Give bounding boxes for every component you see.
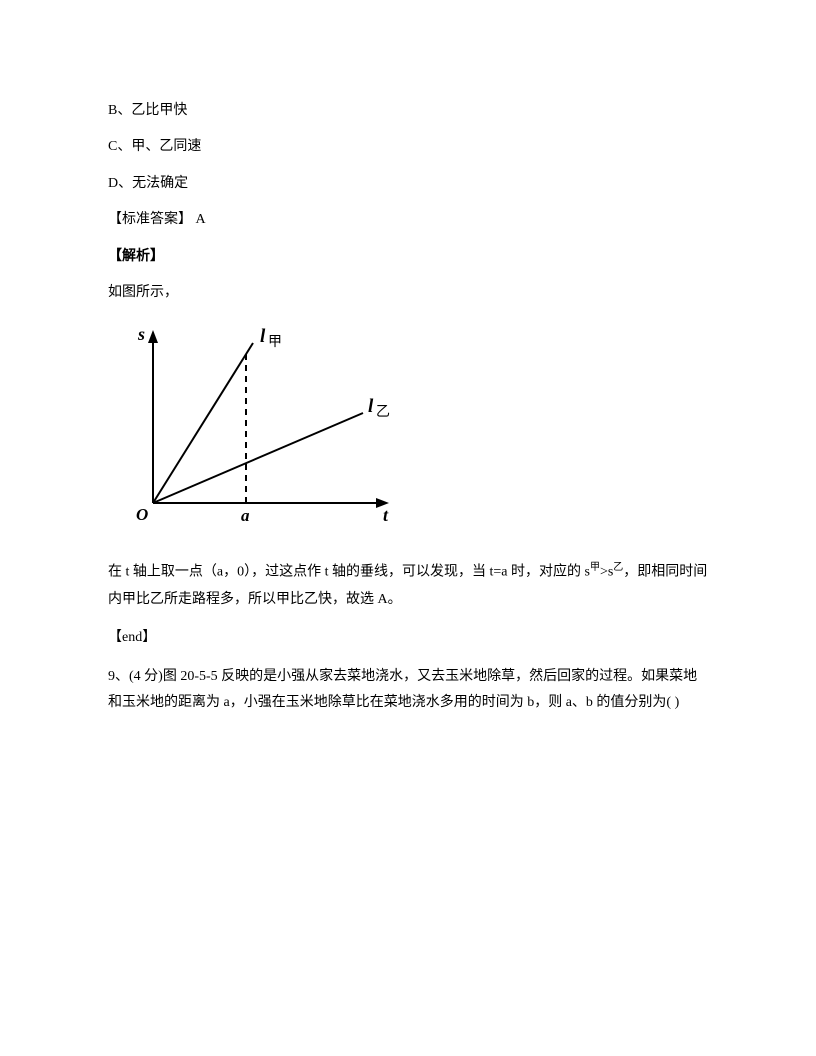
explanation-text: 在 t 轴上取一点（a，0），过这点作 t 轴的垂线，可以发现，当 t=a 时，… <box>108 558 708 613</box>
analysis-label: 【解析】 <box>108 246 708 268</box>
option-d: D、无法确定 <box>108 173 708 195</box>
svg-text:乙: 乙 <box>376 404 390 420</box>
analysis-intro: 如图所示， <box>108 282 708 304</box>
distance-time-graph: stOal甲l乙 <box>118 318 408 538</box>
svg-text:t: t <box>383 505 389 525</box>
svg-text:a: a <box>241 506 250 525</box>
sup-jia: 甲 <box>590 562 600 573</box>
svg-text:甲: 甲 <box>268 335 282 350</box>
explanation-p1: 在 t 轴上取一点（a，0），过这点作 t 轴的垂线，可以发现，当 t=a 时，… <box>108 565 590 580</box>
sup-yi: 乙 <box>613 562 623 573</box>
svg-text:l: l <box>368 396 374 417</box>
answer-label: 【标准答案】 A <box>108 209 708 231</box>
end-label: 【end】 <box>108 627 708 649</box>
svg-text:s: s <box>137 324 145 344</box>
svg-text:l: l <box>260 326 266 347</box>
question-9: 9、(4 分)图 20-5-5 反映的是小强从家去菜地浇水，又去玉米地除草，然后… <box>108 664 708 717</box>
option-b: B、乙比甲快 <box>108 100 708 122</box>
graph-svg: stOal甲l乙 <box>118 318 408 538</box>
explanation-mid: >s <box>600 565 613 580</box>
option-c: C、甲、乙同速 <box>108 136 708 158</box>
svg-text:O: O <box>136 505 148 524</box>
